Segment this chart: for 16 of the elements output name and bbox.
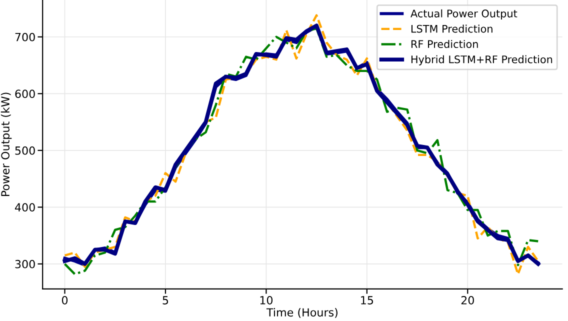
x-tick-label: 20 [461,296,474,304]
x-tick-label: 10 [260,296,273,304]
y-tick-label: 400 [14,203,35,212]
x-tick-label: 5 [162,296,168,304]
y-axis-title: Power Output (kW) [0,92,12,196]
legend-label: RF Prediction [411,40,478,48]
x-tick-label: 15 [361,296,374,304]
x-tick-label: 0 [62,296,68,304]
y-tick-label: 500 [15,146,35,155]
y-tick-label: 300 [15,260,35,268]
legend-label: Hybrid LSTM+RF Prediction [411,55,552,66]
legend-label: Actual Power Output [410,9,518,20]
y-tick-label: 600 [15,90,35,98]
y-tick-label: 700 [15,32,35,42]
x-axis-title: Time (Hours) [266,308,338,318]
legend-label: LSTM Prediction [411,24,492,33]
